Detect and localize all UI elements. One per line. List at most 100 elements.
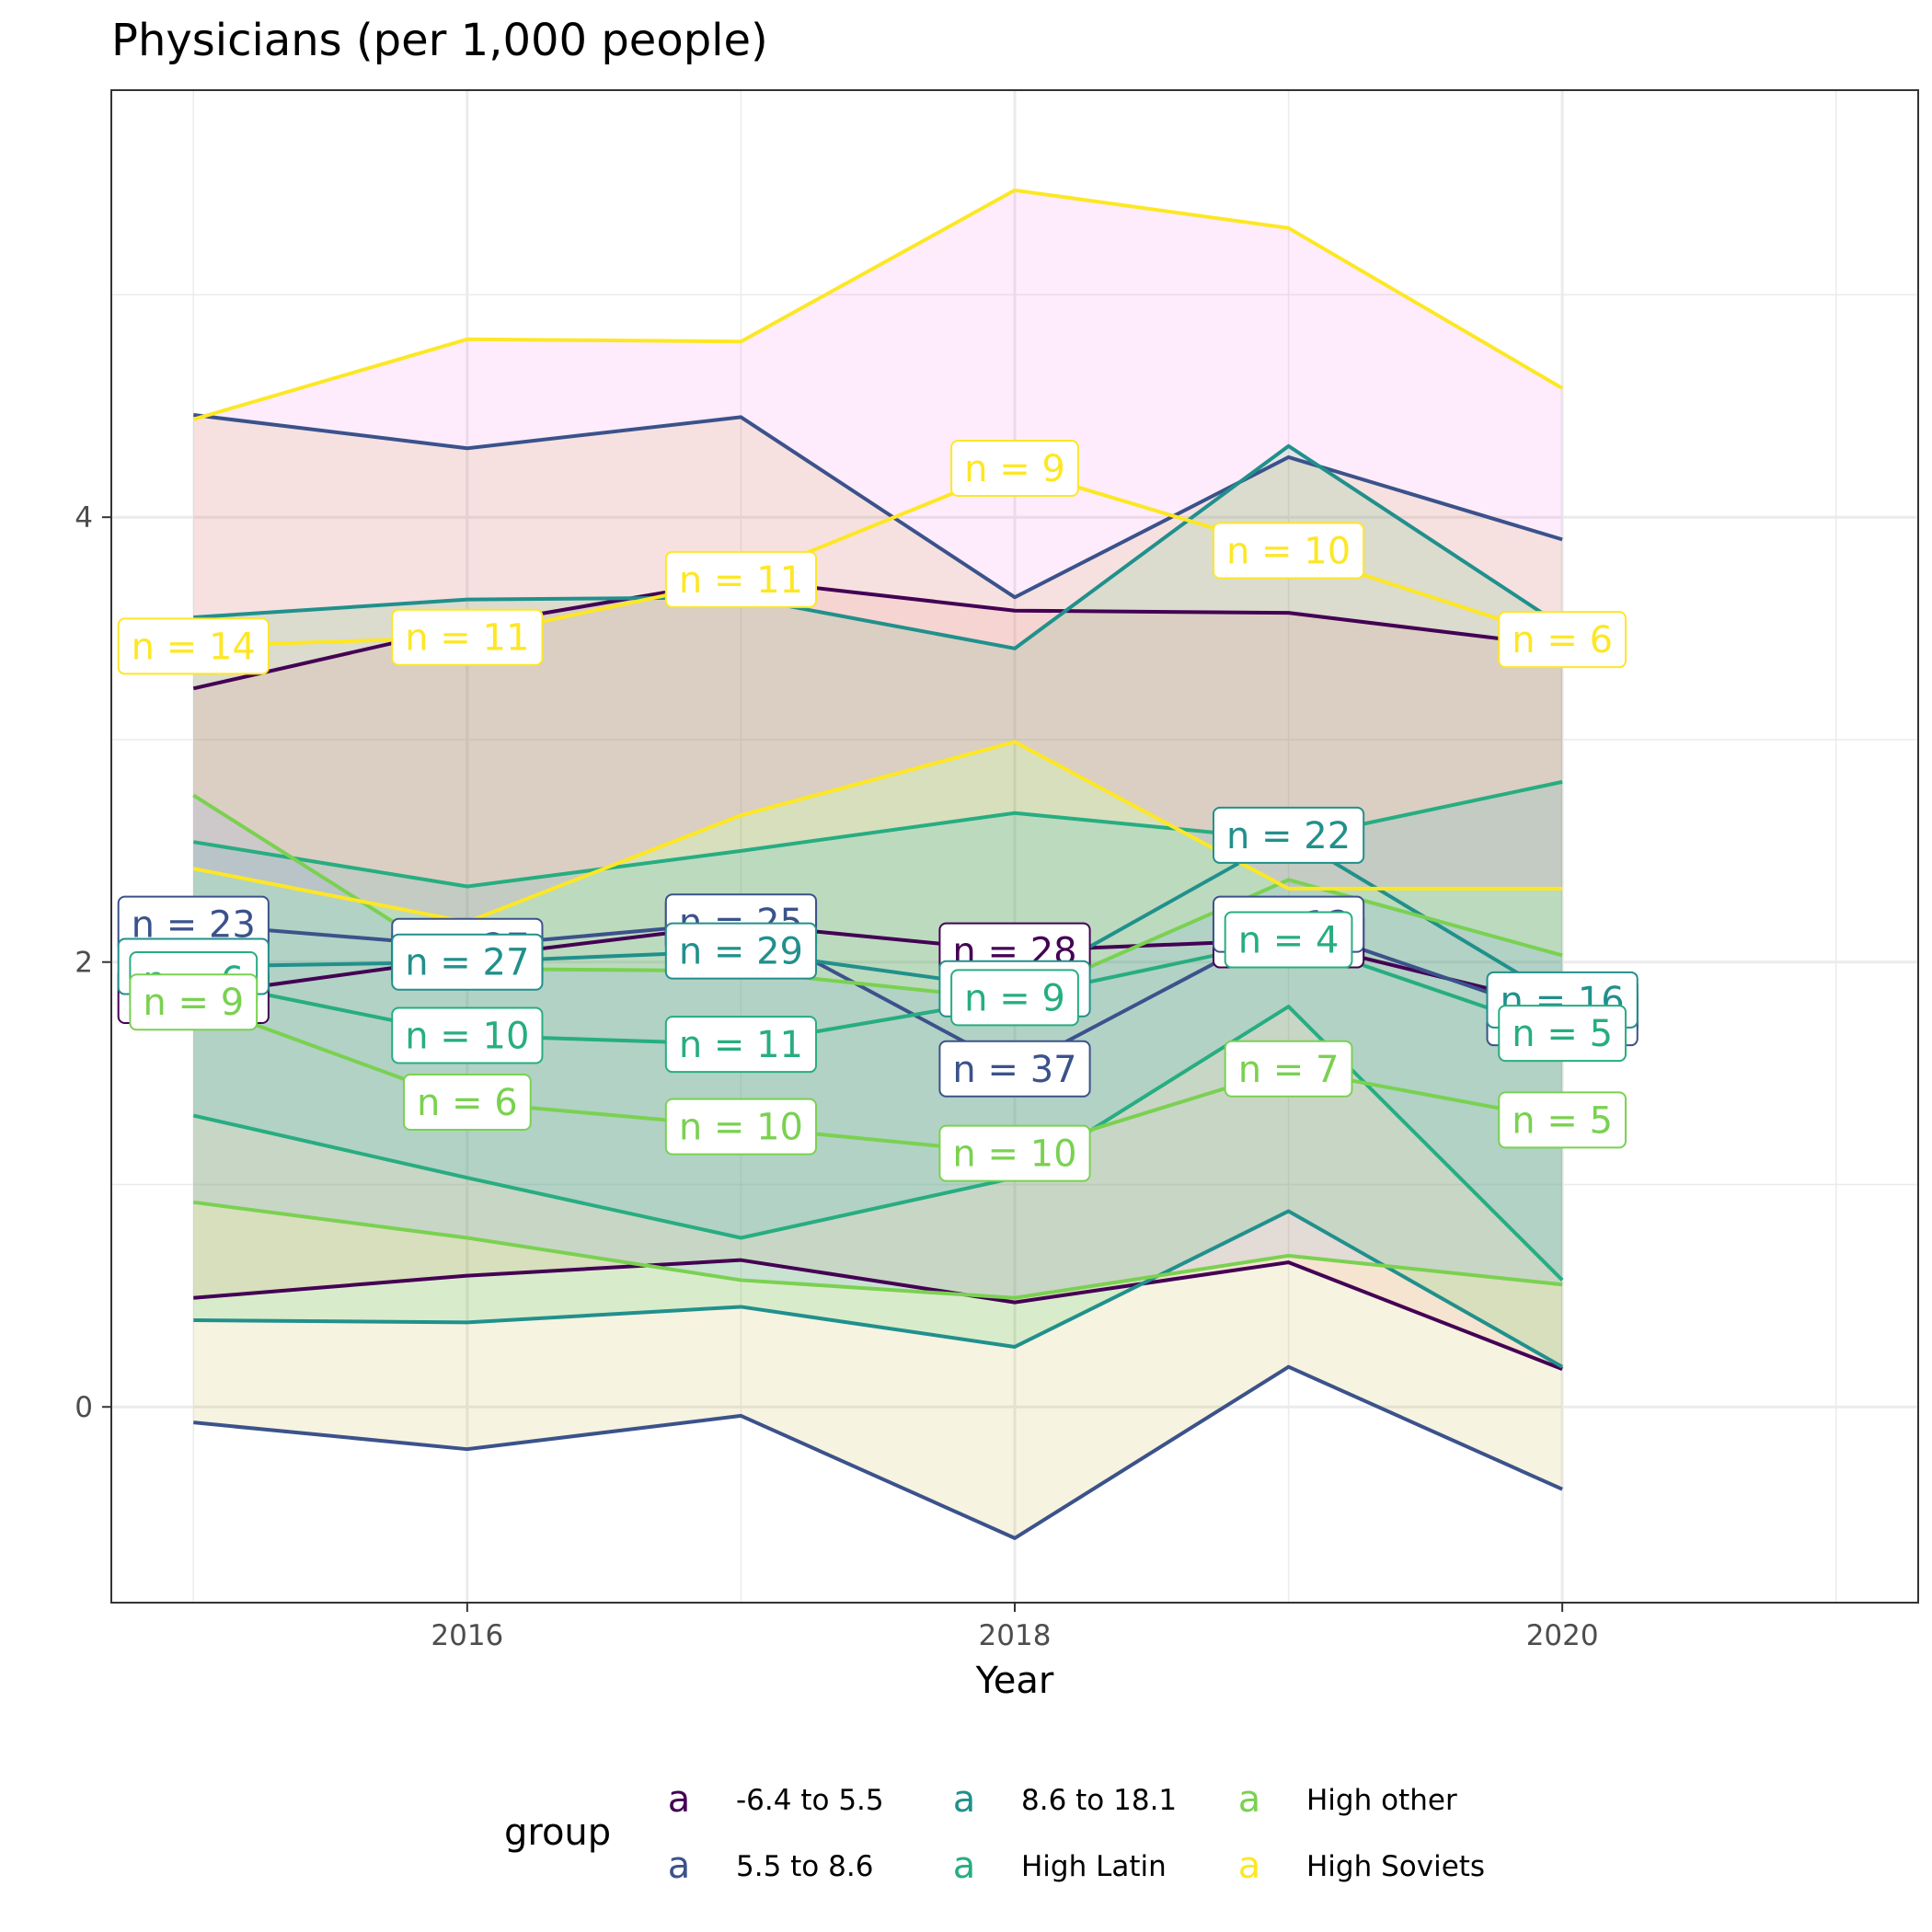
legend-key: a bbox=[1238, 1778, 1261, 1821]
count-label: n = 5 bbox=[1498, 1005, 1627, 1063]
count-label-text: n = 27 bbox=[405, 942, 529, 984]
series-line-lower bbox=[192, 740, 1563, 925]
legend-key: a bbox=[953, 1845, 976, 1887]
count-label-box bbox=[1498, 611, 1627, 669]
count-label: n = 10 bbox=[1212, 522, 1365, 580]
count-label: n = 27 bbox=[391, 933, 544, 991]
count-label: n = 11 bbox=[391, 608, 544, 666]
count-label-text: n = 9 bbox=[964, 448, 1065, 490]
legend-title: group bbox=[504, 1811, 611, 1854]
count-label: n = 4 bbox=[1224, 911, 1353, 969]
count-label: n = 10 bbox=[938, 1124, 1091, 1182]
count-label-box bbox=[938, 1124, 1091, 1182]
chart-title: Physicians (per 1,000 people) bbox=[111, 15, 768, 66]
count-label-box bbox=[950, 969, 1079, 1027]
count-label-box bbox=[664, 1098, 818, 1156]
count-label-box bbox=[391, 608, 544, 666]
count-label-text: n = 14 bbox=[132, 626, 256, 668]
count-label-box bbox=[1212, 806, 1365, 864]
count-label-text: n = 10 bbox=[952, 1133, 1076, 1176]
count-label-box bbox=[1212, 522, 1365, 580]
series-line-lower bbox=[193, 1258, 1563, 1372]
legend-key: a bbox=[668, 1778, 691, 1821]
count-label-text: n = 22 bbox=[1226, 815, 1351, 857]
count-label-text: n = 10 bbox=[405, 1016, 529, 1058]
y-tick-label: 0 bbox=[75, 1391, 93, 1424]
legend-label: 8.6 to 18.1 bbox=[1021, 1784, 1177, 1817]
x-tick-label: 2020 bbox=[1526, 1619, 1599, 1652]
legend-label: High Latin bbox=[1021, 1850, 1167, 1883]
count-label-text: n = 37 bbox=[952, 1049, 1076, 1091]
y-tick-label: 2 bbox=[75, 947, 93, 980]
axes: 2016 2018 2020 0 2 4 bbox=[75, 501, 1598, 1652]
x-axis-title: Year bbox=[975, 1660, 1054, 1702]
count-labels: n = 14n = 18n = 23n = 28n = 10n = 13n = … bbox=[117, 440, 1639, 1182]
count-label-box bbox=[664, 1016, 818, 1074]
count-label: n = 6 bbox=[402, 1074, 532, 1132]
legend-label: High other bbox=[1306, 1784, 1457, 1817]
count-label-text: n = 4 bbox=[1238, 920, 1340, 962]
count-label-text: n = 9 bbox=[964, 977, 1065, 1019]
ribbon-band bbox=[193, 579, 1563, 1370]
count-label-box bbox=[664, 550, 818, 608]
count-label-box bbox=[950, 440, 1079, 497]
count-label: n = 22 bbox=[1212, 806, 1365, 864]
count-label-text: n = 29 bbox=[679, 931, 803, 973]
count-label-text: n = 11 bbox=[405, 617, 529, 660]
count-label-box bbox=[938, 1040, 1091, 1098]
series-line-lower bbox=[193, 1209, 1564, 1369]
series-line-lower bbox=[193, 1200, 1563, 1300]
legend-label: 5.5 to 8.6 bbox=[736, 1850, 873, 1883]
count-label-box bbox=[664, 922, 818, 980]
legend-label: High Soviets bbox=[1306, 1850, 1485, 1883]
count-label-text: n = 5 bbox=[1512, 1099, 1613, 1142]
series-line-upper bbox=[193, 412, 1563, 600]
count-label-text: n = 5 bbox=[1512, 1013, 1613, 1055]
count-label-box bbox=[1498, 1005, 1627, 1063]
y-tick-label: 4 bbox=[75, 501, 93, 535]
x-tick-label: 2018 bbox=[979, 1619, 1052, 1652]
series-line-upper bbox=[192, 188, 1564, 421]
count-label-text: n = 10 bbox=[1226, 530, 1351, 572]
count-label: n = 29 bbox=[664, 922, 818, 980]
ribbon-band bbox=[193, 445, 1563, 1367]
count-label: n = 10 bbox=[664, 1098, 818, 1156]
series-line-upper bbox=[193, 443, 1564, 650]
ribbon-band bbox=[193, 190, 1563, 923]
count-label-box bbox=[1498, 1091, 1627, 1149]
series-line-lower bbox=[193, 1364, 1563, 1540]
count-label-box bbox=[402, 1074, 532, 1132]
count-label: n = 14 bbox=[117, 617, 270, 675]
count-label-box bbox=[391, 1006, 544, 1064]
legend-key: a bbox=[668, 1845, 691, 1887]
count-label: n = 9 bbox=[129, 973, 259, 1031]
count-label: n = 6 bbox=[1498, 611, 1627, 669]
count-label-box bbox=[1224, 1040, 1353, 1098]
count-label: n = 9 bbox=[950, 969, 1079, 1027]
legend-key: a bbox=[1238, 1845, 1261, 1887]
count-label-text: n = 6 bbox=[417, 1082, 518, 1124]
count-label-box bbox=[117, 617, 270, 675]
count-label-text: n = 10 bbox=[679, 1107, 803, 1149]
count-label-box bbox=[391, 933, 544, 991]
count-label: n = 7 bbox=[1224, 1040, 1353, 1098]
legend: group a -6.4 to 5.5 a 5.5 to 8.6 a 8.6 to 18.… bbox=[504, 1778, 1485, 1887]
legend-label: -6.4 to 5.5 bbox=[736, 1784, 884, 1817]
ribbon-band bbox=[193, 414, 1563, 1538]
x-tick-label: 2016 bbox=[431, 1619, 503, 1652]
count-label: n = 10 bbox=[391, 1006, 544, 1064]
count-label: n = 9 bbox=[950, 440, 1079, 497]
count-label: n = 11 bbox=[664, 550, 818, 608]
count-label-box bbox=[129, 973, 259, 1031]
count-label: n = 37 bbox=[938, 1040, 1091, 1098]
count-label-text: n = 6 bbox=[1512, 619, 1613, 661]
confidence-ribbons bbox=[193, 190, 1563, 1538]
count-label-box bbox=[1224, 911, 1353, 969]
count-label: n = 11 bbox=[664, 1016, 818, 1074]
count-label: n = 5 bbox=[1498, 1091, 1627, 1149]
count-label-text: n = 11 bbox=[679, 1024, 803, 1066]
legend-key: a bbox=[953, 1778, 976, 1821]
count-label-text: n = 11 bbox=[679, 559, 803, 602]
count-label-text: n = 9 bbox=[143, 982, 244, 1024]
